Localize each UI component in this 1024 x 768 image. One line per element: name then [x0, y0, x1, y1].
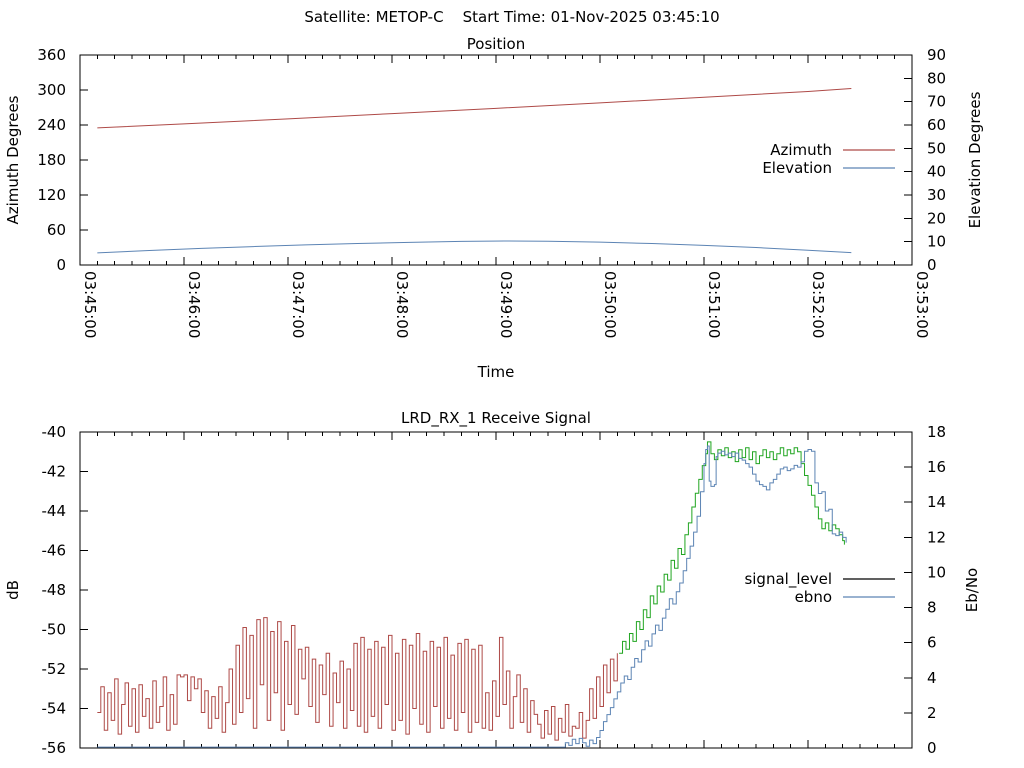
- x-tick-label: 03:46:00: [185, 271, 203, 338]
- x-tick-label: 03:52:00: [809, 271, 827, 338]
- chart-title: Position: [467, 35, 525, 53]
- svg-text:240: 240: [37, 116, 66, 134]
- svg-text:0: 0: [927, 739, 937, 757]
- tick-labels: -56 -54 -52 -50 -48 -46 -44 -42 -40 0 2 4 6 8 10 12 14 16…: [42, 423, 947, 757]
- chart-title: LRD_RX_1 Receive Signal: [401, 409, 591, 428]
- x-tick-label: 03:53:00: [913, 271, 931, 338]
- svg-text:6: 6: [927, 634, 937, 652]
- x-tick-label: 03:51:00: [705, 271, 723, 338]
- series-signal_level_locked: [619, 441, 845, 654]
- svg-text:30: 30: [927, 186, 946, 204]
- svg-text:20: 20: [927, 209, 946, 227]
- y-right-axis-label: Elevation Degrees: [966, 91, 984, 228]
- x-tick-label: 03:49:00: [497, 271, 515, 338]
- y-right-axis-label: Eb/No: [963, 568, 981, 612]
- legend-label: signal_level: [744, 570, 832, 589]
- svg-text:-42: -42: [42, 463, 67, 481]
- svg-text:-44: -44: [42, 502, 67, 520]
- tick-labels: 0 60 120 180 240 300 360 0 10 20 30 40 50 60 70 80 90 03:…: [37, 46, 946, 338]
- series-ebno: [97, 445, 847, 748]
- svg-text:60: 60: [927, 116, 946, 134]
- legend-label: Elevation: [762, 159, 832, 177]
- x-tick-label: 03:48:00: [393, 271, 411, 338]
- svg-text:0: 0: [56, 256, 66, 274]
- svg-text:10: 10: [927, 563, 946, 581]
- svg-text:8: 8: [927, 599, 937, 617]
- svg-text:16: 16: [927, 458, 946, 476]
- series-signal_level_noise: [97, 617, 618, 741]
- axis-ticks: [79, 54, 913, 266]
- svg-text:80: 80: [927, 69, 946, 87]
- svg-text:120: 120: [37, 186, 66, 204]
- svg-text:14: 14: [927, 493, 946, 511]
- svg-text:40: 40: [927, 163, 946, 181]
- series-elevation: [97, 240, 852, 254]
- svg-text:-48: -48: [42, 581, 67, 599]
- svg-text:360: 360: [37, 46, 66, 64]
- x-tick-label: 03:50:00: [601, 271, 619, 338]
- y-left-axis-label: Azimuth Degrees: [4, 95, 22, 224]
- x-tick-label: 03:47:00: [289, 271, 307, 338]
- y-left-axis-label: dB: [4, 580, 22, 600]
- svg-text:300: 300: [37, 81, 66, 99]
- receive_signal-chart: -56 -54 -52 -50 -48 -46 -44 -42 -40 0 2 4 6 8 10 12 14 16…: [4, 409, 981, 757]
- svg-text:18: 18: [927, 423, 946, 441]
- svg-text:60: 60: [47, 221, 66, 239]
- main-title: Satellite: METOP-C Start Time: 01-Nov-20…: [304, 8, 720, 26]
- svg-text:2: 2: [927, 704, 937, 722]
- svg-text:-40: -40: [42, 423, 67, 441]
- svg-text:90: 90: [927, 46, 946, 64]
- svg-text:-52: -52: [42, 660, 67, 678]
- svg-text:-56: -56: [42, 739, 67, 757]
- svg-text:0: 0: [927, 256, 937, 274]
- series-azimuth: [97, 88, 852, 129]
- svg-text:12: 12: [927, 528, 946, 546]
- svg-text:50: 50: [927, 139, 946, 157]
- axis-ticks: [79, 431, 913, 749]
- position-chart: 0 60 120 180 240 300 360 0 10 20 30 40 50 60 70 80 90 03:…: [4, 35, 984, 381]
- svg-text:-54: -54: [42, 700, 67, 718]
- svg-text:10: 10: [927, 233, 946, 251]
- x-axis-label: Time: [477, 363, 515, 381]
- legend-label: Azimuth: [770, 141, 832, 159]
- svg-text:4: 4: [927, 669, 937, 687]
- svg-text:180: 180: [37, 151, 66, 169]
- x-tick-label: 03:45:00: [81, 271, 99, 338]
- legend-label: ebno: [795, 588, 832, 606]
- svg-text:-46: -46: [42, 542, 67, 560]
- svg-text:-50: -50: [42, 621, 67, 639]
- svg-text:70: 70: [927, 93, 946, 111]
